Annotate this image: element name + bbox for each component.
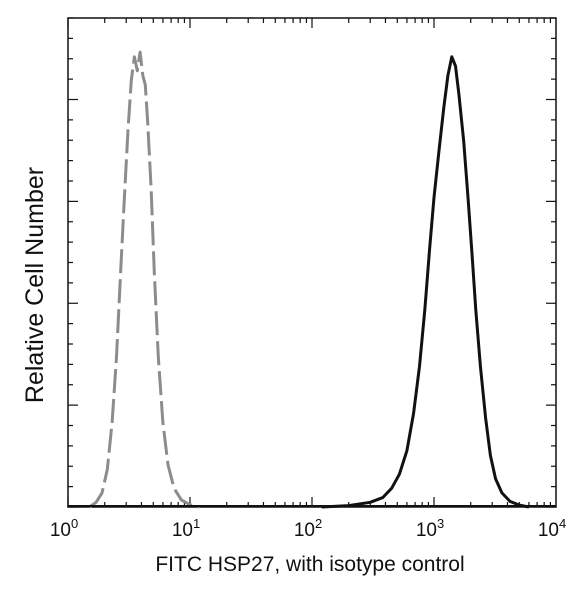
plot-frame <box>67 17 557 508</box>
x-tick-label: 103 <box>416 516 444 541</box>
tick-marks <box>67 17 556 508</box>
x-axis-title: FITC HSP27, with isotype control <box>155 553 464 576</box>
x-tick-label: 100 <box>50 516 78 541</box>
x-tick-label: 102 <box>294 516 322 541</box>
isotype-control-histogram <box>88 50 201 509</box>
hsp27-histogram <box>321 55 530 509</box>
y-axis-title: Relative Cell Number <box>21 167 49 403</box>
series-layer <box>68 50 556 509</box>
x-tick-labels: 100 101 102 103 104 <box>50 516 566 541</box>
x-tick-label: 101 <box>172 516 200 541</box>
x-tick-label: 104 <box>538 516 566 541</box>
